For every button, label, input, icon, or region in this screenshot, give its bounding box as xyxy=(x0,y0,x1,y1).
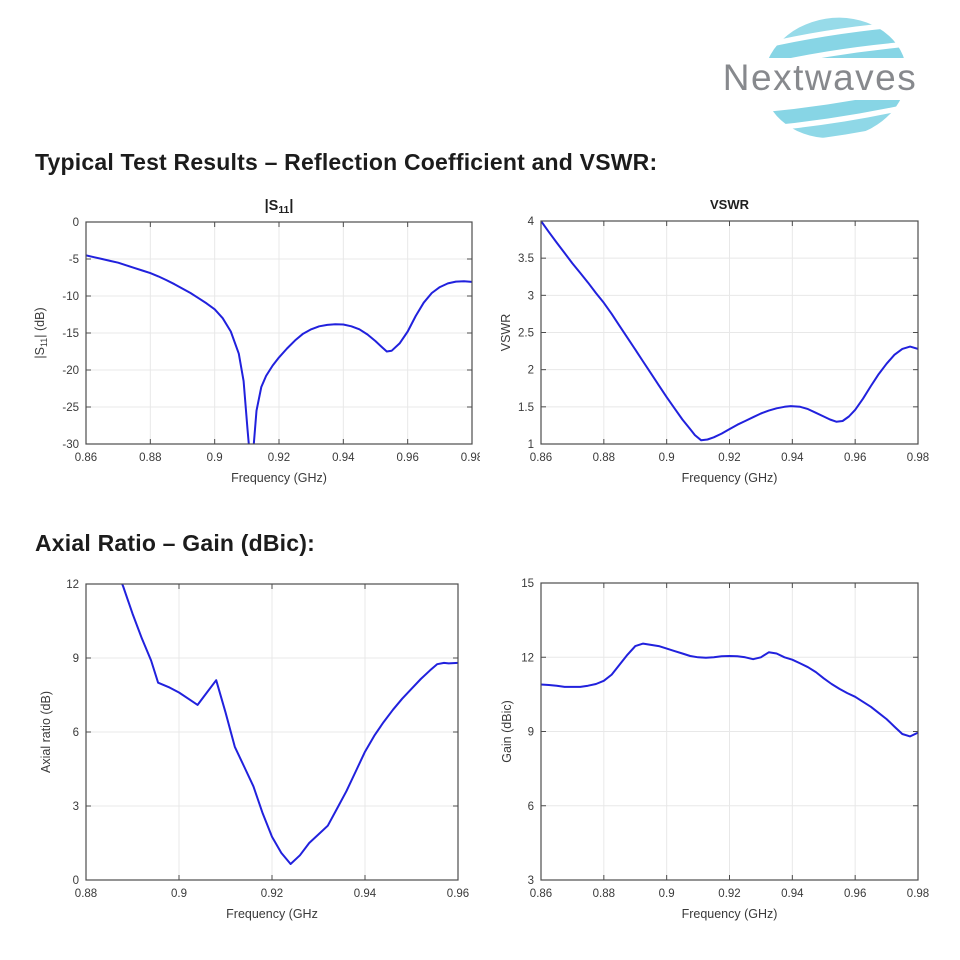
x-tick-label: 0.86 xyxy=(530,452,552,464)
section-title-reflection-vswr: Typical Test Results – Reflection Coeffi… xyxy=(35,149,658,175)
x-tick-label: 0.96 xyxy=(844,452,866,464)
x-tick-label: 0.92 xyxy=(718,888,740,900)
y-tick-label: -25 xyxy=(62,402,79,414)
y-tick-label: 3 xyxy=(528,875,534,887)
data-line xyxy=(86,254,472,444)
x-tick-label: 0.86 xyxy=(530,888,552,900)
x-axis-label: Frequency (GHz xyxy=(226,907,318,921)
x-tick-label: 0.98 xyxy=(907,452,929,464)
y-tick-label: -15 xyxy=(62,328,79,340)
x-tick-label: 0.96 xyxy=(447,888,469,900)
chart-title: |S11| xyxy=(265,198,294,216)
x-tick-label: 0.9 xyxy=(659,888,675,900)
chart-s11: 0.86 0.88 0.9 0.92 0.94 0.96 0.98 -30 -25 -20 -15 -… xyxy=(33,198,480,485)
section-title-axial-gain: Axial Ratio – Gain (dBic): xyxy=(35,530,315,556)
y-tick-label: 9 xyxy=(528,727,534,739)
x-tick-label: 0.92 xyxy=(268,452,290,464)
nextwaves-logo: Nextwaves xyxy=(690,7,950,149)
x-tick-label: 0.98 xyxy=(461,452,480,464)
x-tick-label: 0.88 xyxy=(593,888,615,900)
x-tick-label: 0.9 xyxy=(207,452,223,464)
x-tick-label: 0.88 xyxy=(75,888,97,900)
y-tick-label: -10 xyxy=(62,291,79,303)
y-tick-label: 0 xyxy=(73,217,79,229)
y-tick-label: 6 xyxy=(73,727,79,739)
y-tick-label: 3 xyxy=(73,801,79,813)
x-tick-label: 0.92 xyxy=(718,452,740,464)
x-tick-label: 0.96 xyxy=(396,452,418,464)
logo-sphere-icon: Nextwaves xyxy=(690,7,950,149)
y-tick-label: -20 xyxy=(62,365,79,377)
y-tick-label: 2 xyxy=(528,365,534,377)
x-tick-label: 0.94 xyxy=(781,452,804,464)
y-tick-label: 3.5 xyxy=(518,253,534,265)
x-tick-label: 0.9 xyxy=(171,888,187,900)
y-axis-label: Gain (dBic) xyxy=(500,700,514,763)
chart-axial-ratio: 0.88 0.9 0.92 0.94 0.96 0 3 6 9 12 Frequency (GHz A… xyxy=(39,579,469,921)
y-tick-label: -30 xyxy=(62,439,79,451)
y-axis-label: VSWR xyxy=(500,314,513,352)
x-tick-label: 0.86 xyxy=(75,452,97,464)
x-tick-label: 0.96 xyxy=(844,888,866,900)
y-tick-label: 2.5 xyxy=(518,328,534,340)
y-tick-label: 1.5 xyxy=(518,402,534,414)
y-tick-label: 9 xyxy=(73,653,79,665)
y-tick-label: -5 xyxy=(69,254,79,266)
x-axis-label: Frequency (GHz) xyxy=(231,471,327,485)
y-tick-label: 0 xyxy=(73,875,79,887)
x-tick-label: 0.88 xyxy=(139,452,161,464)
y-tick-label: 12 xyxy=(66,579,79,591)
chart-gain: 0.86 0.88 0.9 0.92 0.94 0.96 0.98 3 6 9 12 15 Freque… xyxy=(500,578,929,921)
y-axis-label: Axial ratio (dB) xyxy=(39,691,53,773)
x-axis-label: Frequency (GHz) xyxy=(682,471,778,485)
chart-title: VSWR xyxy=(710,197,750,212)
x-tick-label: 0.94 xyxy=(332,452,355,464)
y-tick-label: 3 xyxy=(528,290,534,302)
x-tick-label: 0.94 xyxy=(354,888,377,900)
data-line xyxy=(121,584,458,865)
logo-text: Nextwaves xyxy=(723,57,917,98)
x-axis-label: Frequency (GHz) xyxy=(682,907,778,921)
x-tick-label: 0.9 xyxy=(659,452,675,464)
x-tick-label: 0.92 xyxy=(261,888,283,900)
y-tick-label: 4 xyxy=(528,216,535,228)
data-line xyxy=(541,221,918,442)
y-tick-label: 15 xyxy=(521,578,534,590)
y-axis-label: |S11| (dB) xyxy=(33,307,49,358)
y-tick-label: 12 xyxy=(521,652,534,664)
data-line xyxy=(541,642,918,738)
x-tick-label: 0.88 xyxy=(593,452,615,464)
x-tick-label: 0.94 xyxy=(781,888,804,900)
chart-vswr: 0.86 0.88 0.9 0.92 0.94 0.96 0.98 1 1.5 2 2.5 3 3.5 4… xyxy=(500,197,929,485)
x-tick-label: 0.98 xyxy=(907,888,929,900)
y-tick-label: 6 xyxy=(528,801,534,813)
y-tick-label: 1 xyxy=(528,439,534,451)
